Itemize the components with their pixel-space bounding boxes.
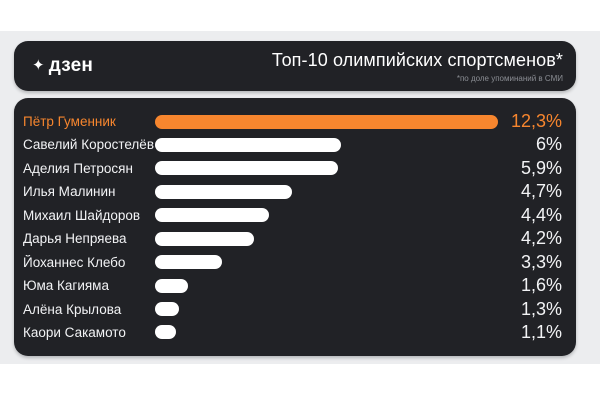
value-bar — [155, 161, 339, 176]
chart-row: Алёна Крылова 1,3% — [23, 298, 562, 321]
bar-track — [155, 278, 498, 293]
value-bar — [155, 114, 498, 129]
value-bar — [155, 302, 179, 316]
percent-value-label: 12,3% — [510, 111, 562, 131]
bar-track — [155, 255, 498, 270]
value-bar — [155, 184, 293, 199]
athlete-name-label: Алёна Крылова — [23, 301, 122, 317]
bar-track — [155, 184, 498, 199]
header-card: ✦ дзен Топ-10 олимпийских спортсменов* *… — [14, 41, 576, 91]
percent-value-label: 4,4% — [520, 204, 562, 225]
bar-track — [155, 114, 498, 129]
percent-value-label: 5,9% — [520, 157, 562, 178]
chart-title: Топ-10 олимпийских спортсменов* — [271, 49, 563, 70]
chart-footnote: *по доле упоминаний в СМИ — [456, 73, 563, 83]
chart-row: Пётр Гуменник 12,3% — [23, 110, 562, 133]
chart-row: Дарья Непряева 4,2% — [23, 227, 562, 250]
chart-row: Савелий Коростелёв 6% — [23, 133, 562, 156]
athlete-name-label: Пётр Гуменник — [23, 114, 116, 129]
chart-row: Юма Кагияма 1,6% — [23, 274, 562, 297]
sparkle-star-icon: ✦ — [32, 56, 45, 74]
header-title-block: Топ-10 олимпийских спортсменов* *по доле… — [272, 50, 563, 83]
bar-track — [155, 231, 498, 246]
percent-value-label: 4,7% — [520, 181, 562, 202]
dzen-logo: ✦ дзен — [32, 55, 93, 77]
athlete-name-label: Аделия Петросян — [23, 160, 133, 176]
chart-row: Каори Сакамото 1,1% — [23, 321, 562, 344]
athlete-name-label: Каори Сакамото — [23, 324, 126, 340]
percent-value-label: 6% — [535, 134, 562, 155]
athlete-name-label: Юма Кагияма — [23, 278, 109, 294]
chart-row: Илья Малинин 4,7% — [23, 180, 562, 203]
athlete-name-label: Михаил Шайдоров — [23, 207, 141, 223]
athlete-name-label: Илья Малинин — [23, 184, 116, 200]
chart-row: Йоханнес Клебо 3,3% — [23, 251, 562, 274]
bar-track — [155, 208, 498, 223]
percent-value-label: 1,3% — [520, 298, 562, 319]
bar-track — [155, 325, 498, 340]
bar-track — [155, 137, 498, 152]
value-bar — [155, 278, 188, 293]
athlete-name-label: Дарья Непряева — [23, 231, 127, 247]
chart-row: Аделия Петросян 5,9% — [23, 157, 562, 180]
athlete-name-label: Савелий Коростелёв — [23, 137, 154, 153]
bar-track — [155, 302, 498, 316]
percent-value-label: 1,6% — [520, 275, 562, 296]
dzen-logo-text: дзен — [48, 55, 94, 76]
percent-value-label: 3,3% — [520, 251, 562, 272]
athlete-name-label: Йоханнес Клебо — [23, 254, 126, 270]
chart-card: Пётр Гуменник 12,3% Савелий Коростелёв 6… — [14, 98, 576, 356]
value-bar — [155, 208, 269, 223]
percent-value-label: 4,2% — [520, 228, 562, 249]
value-bar — [155, 255, 223, 270]
value-bar — [155, 325, 176, 340]
bar-track — [155, 161, 498, 176]
percent-value-label: 1,1% — [520, 321, 562, 342]
value-bar — [155, 137, 341, 152]
value-bar — [155, 231, 255, 246]
chart-row: Михаил Шайдоров 4,4% — [23, 204, 562, 227]
